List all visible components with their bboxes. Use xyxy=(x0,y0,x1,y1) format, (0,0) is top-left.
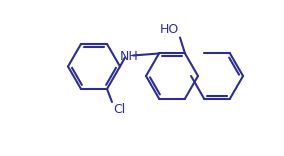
Text: NH: NH xyxy=(120,50,138,63)
Text: HO: HO xyxy=(160,24,179,37)
Text: Cl: Cl xyxy=(113,103,125,116)
